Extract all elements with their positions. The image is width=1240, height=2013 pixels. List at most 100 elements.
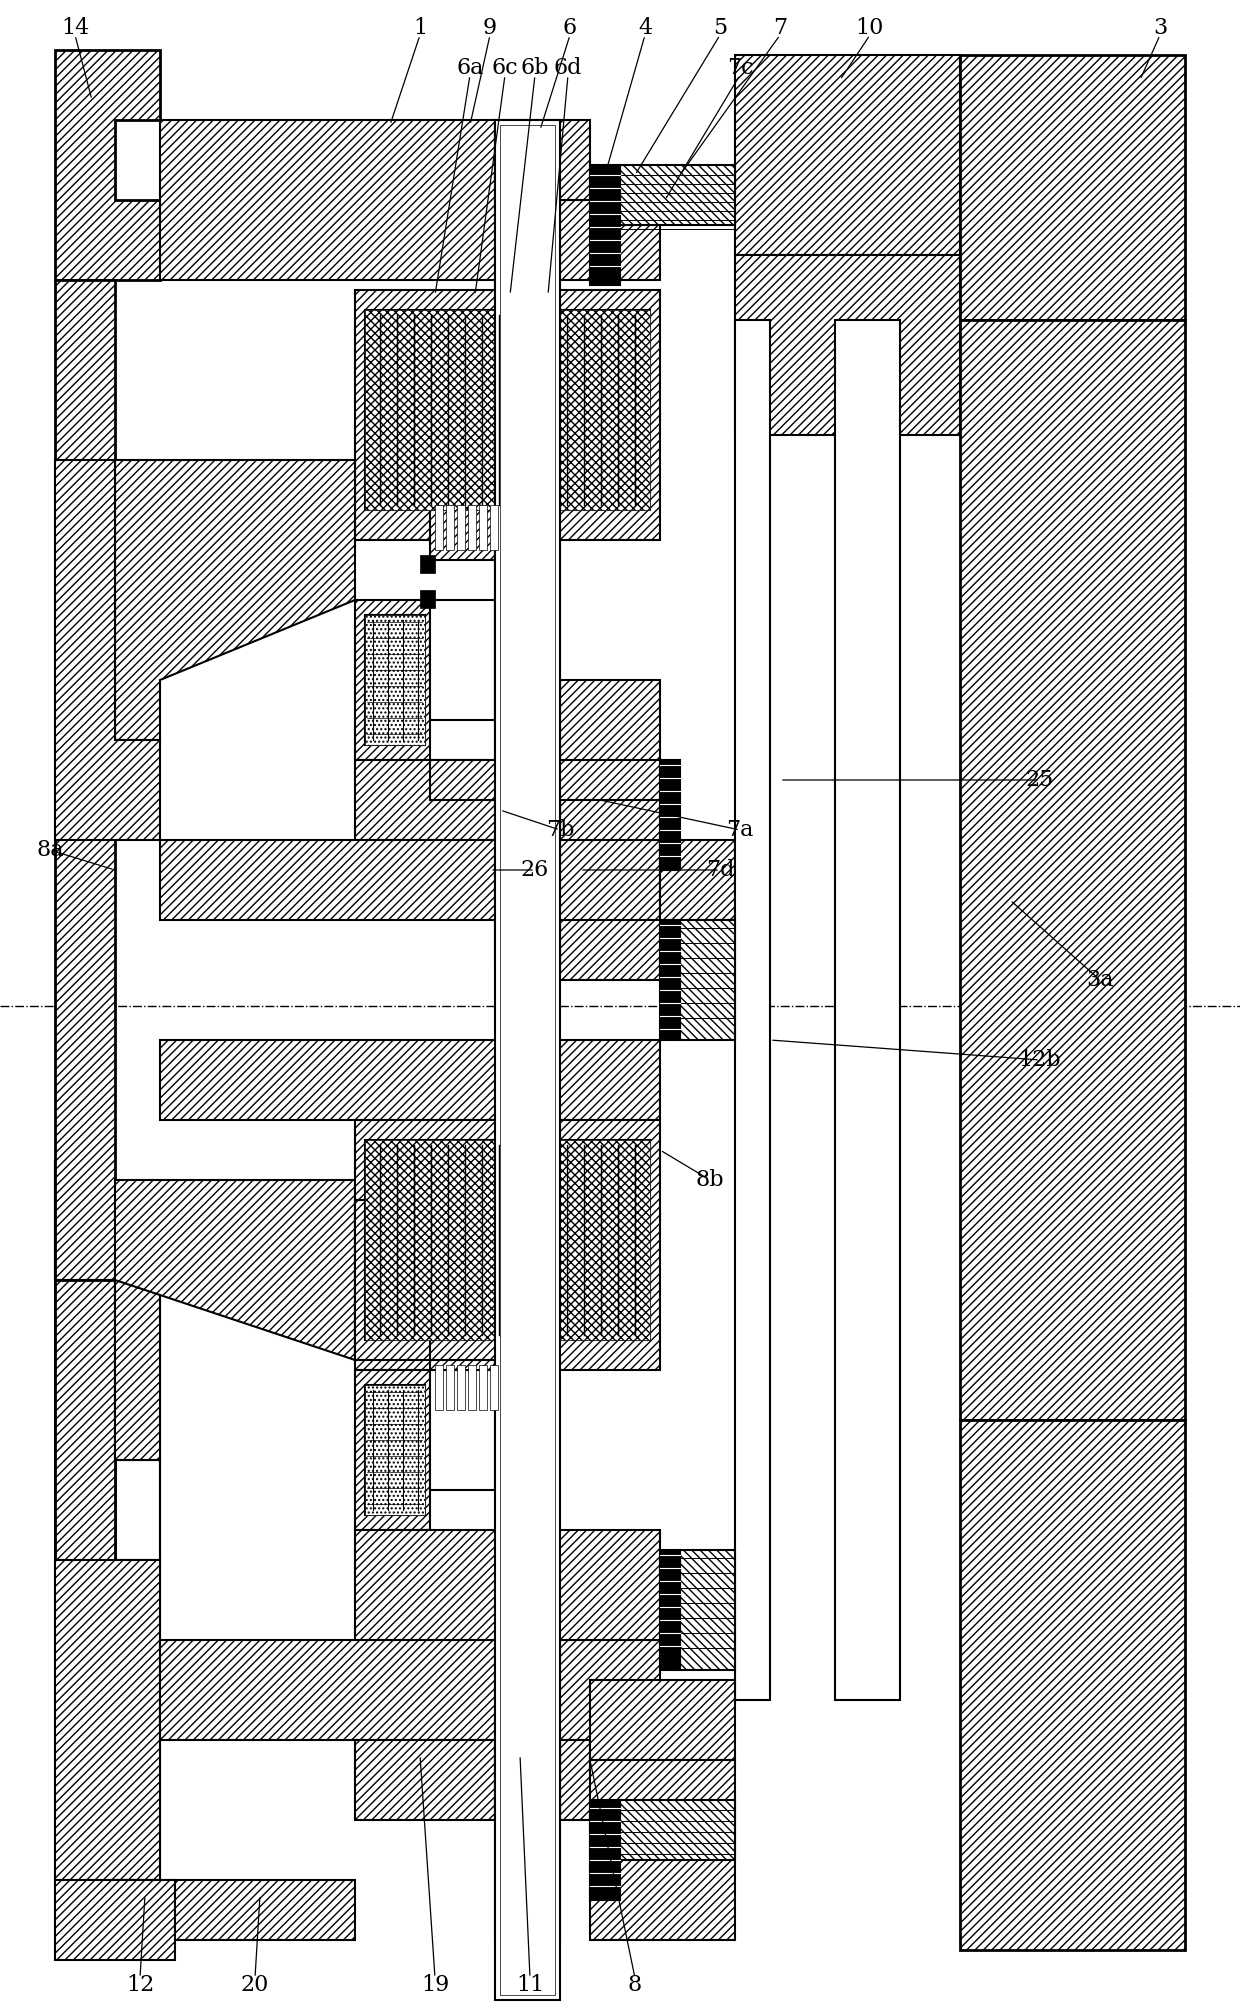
Bar xyxy=(430,499,495,560)
Bar xyxy=(490,1365,498,1409)
Bar xyxy=(735,256,960,435)
Text: 14: 14 xyxy=(61,16,89,38)
Bar xyxy=(560,680,660,980)
Text: 11: 11 xyxy=(516,1975,544,1997)
Text: 1: 1 xyxy=(413,16,427,38)
Bar xyxy=(430,1371,495,1490)
Bar xyxy=(660,920,680,1041)
Text: 6: 6 xyxy=(563,16,577,38)
Text: 4: 4 xyxy=(637,16,652,38)
Bar xyxy=(620,1800,735,1860)
Polygon shape xyxy=(55,1159,160,1459)
Bar xyxy=(365,1385,425,1516)
Bar xyxy=(355,1739,495,1820)
Text: 26: 26 xyxy=(521,860,549,882)
Text: 7a: 7a xyxy=(727,819,754,841)
Text: 7d: 7d xyxy=(706,860,734,882)
Bar xyxy=(467,505,476,550)
Text: 8a: 8a xyxy=(36,839,63,862)
Text: 6b: 6b xyxy=(521,56,549,79)
Bar xyxy=(355,1119,660,1371)
Bar xyxy=(446,505,454,550)
Polygon shape xyxy=(115,461,355,741)
Bar xyxy=(458,1365,465,1409)
Text: 7: 7 xyxy=(773,16,787,38)
Bar xyxy=(495,1641,560,1941)
Text: 8b: 8b xyxy=(696,1170,724,1192)
Bar xyxy=(365,616,425,745)
Bar xyxy=(590,1800,620,1900)
Bar xyxy=(960,54,1185,320)
Bar xyxy=(960,1419,1185,1951)
Bar xyxy=(355,1530,660,1641)
Polygon shape xyxy=(115,1180,355,1361)
Bar xyxy=(735,54,960,256)
Text: 25: 25 xyxy=(1025,769,1054,791)
Text: 8: 8 xyxy=(627,1975,642,1997)
Bar xyxy=(55,280,115,1681)
Text: 7b: 7b xyxy=(546,819,574,841)
Bar xyxy=(430,600,495,721)
Text: 6d: 6d xyxy=(554,56,583,79)
Bar xyxy=(365,1385,425,1516)
Bar xyxy=(55,1280,115,1880)
Bar xyxy=(495,199,560,960)
Bar xyxy=(365,1139,650,1341)
Bar xyxy=(620,165,735,225)
Bar xyxy=(160,839,660,920)
Text: 3: 3 xyxy=(1153,16,1167,38)
Bar xyxy=(660,761,680,870)
Bar xyxy=(660,839,735,920)
Bar xyxy=(500,125,556,1995)
Bar xyxy=(458,505,465,550)
Bar xyxy=(960,320,1185,1419)
Bar xyxy=(835,320,900,1701)
Bar xyxy=(590,1681,735,1759)
Polygon shape xyxy=(160,121,660,280)
Polygon shape xyxy=(55,1880,175,1961)
Text: 3a: 3a xyxy=(1086,968,1114,990)
Bar xyxy=(680,1550,735,1671)
Bar xyxy=(365,310,650,509)
Bar xyxy=(365,1139,650,1341)
Text: 10: 10 xyxy=(856,16,884,38)
Text: 12b: 12b xyxy=(1019,1049,1061,1071)
Bar xyxy=(495,121,560,2001)
Bar xyxy=(420,556,435,574)
Polygon shape xyxy=(55,1560,160,1880)
Bar xyxy=(590,165,620,286)
Bar xyxy=(115,1880,355,1941)
Bar xyxy=(735,320,770,1701)
Bar xyxy=(479,1365,487,1409)
Bar xyxy=(435,505,443,550)
Text: 7c: 7c xyxy=(727,56,754,79)
Bar xyxy=(590,1759,735,1941)
Bar xyxy=(355,290,660,539)
Bar xyxy=(355,1200,430,1361)
Bar xyxy=(467,1365,476,1409)
Text: 6c: 6c xyxy=(492,56,518,79)
Bar xyxy=(430,761,660,799)
Bar xyxy=(660,1550,680,1671)
Bar xyxy=(560,1739,590,1820)
Bar xyxy=(479,505,487,550)
Bar xyxy=(420,590,435,608)
Bar xyxy=(355,600,430,761)
Bar xyxy=(355,1371,430,1530)
Bar xyxy=(160,1641,660,1739)
Polygon shape xyxy=(55,461,160,839)
Bar xyxy=(495,121,590,199)
Text: 5: 5 xyxy=(713,16,727,38)
Bar xyxy=(365,310,650,509)
Bar xyxy=(680,920,735,1041)
Bar xyxy=(430,1361,495,1419)
Text: 19: 19 xyxy=(420,1975,449,1997)
Bar xyxy=(365,616,425,745)
Text: 6a: 6a xyxy=(456,56,484,79)
Bar xyxy=(490,505,498,550)
Bar xyxy=(435,1365,443,1409)
Polygon shape xyxy=(55,50,160,280)
Text: 9: 9 xyxy=(482,16,497,38)
Text: 20: 20 xyxy=(241,1975,269,1997)
Bar xyxy=(160,1041,660,1119)
